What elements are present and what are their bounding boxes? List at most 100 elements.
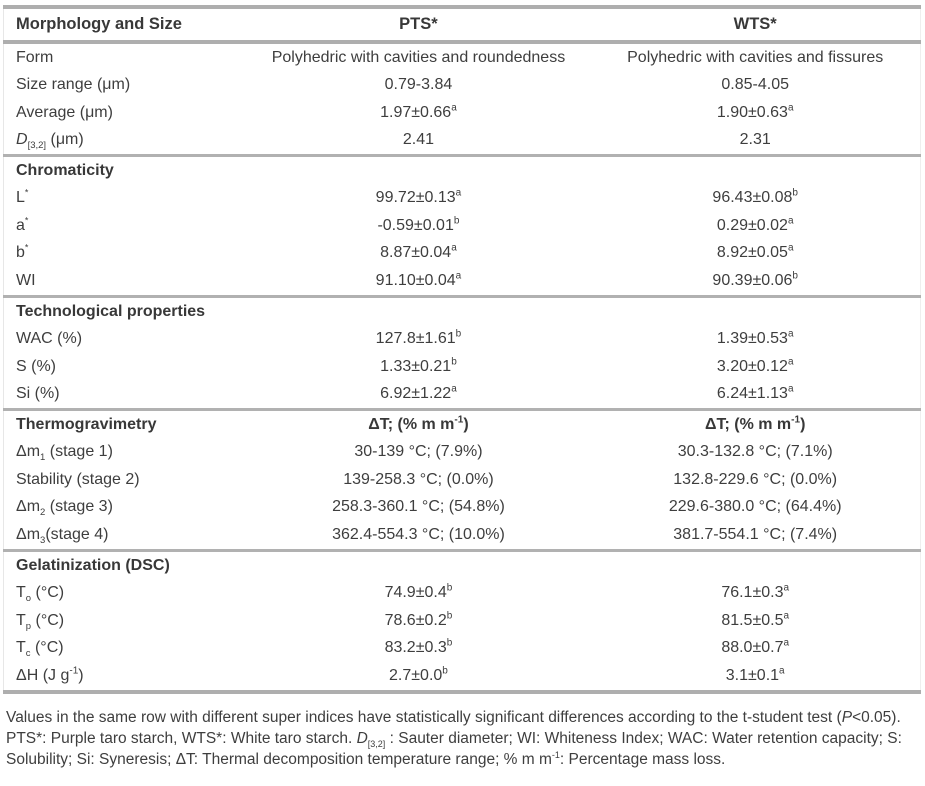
- wts-superscript: a: [783, 637, 790, 649]
- wts-value: 0.29±0.02: [716, 216, 788, 234]
- row-label: Δm: [16, 525, 41, 543]
- pts-superscript: b: [455, 328, 462, 340]
- table-row: WI 91.10±0.04a 90.39±0.06b: [4, 268, 921, 297]
- row-label: Δm: [16, 498, 41, 516]
- wts-value-cell: 1.39±0.53a: [590, 326, 920, 354]
- wts-superscript: b: [792, 270, 798, 282]
- wts-value: 1.90±0.63: [716, 103, 788, 121]
- pts-value-cell: 91.10±0.04a: [247, 268, 591, 297]
- row-label-subscript: 3: [40, 535, 46, 547]
- pts-value-cell: 1.97±0.66a: [247, 99, 591, 127]
- pts-value-cell: 362.4-554.3 °C; (10.0%): [247, 521, 591, 550]
- wts-value-cell: 96.43±0.08b: [590, 185, 920, 213]
- pts-value: 30-139 °C; (7.9%): [354, 443, 483, 461]
- pts-value: -0.59±0.01: [377, 216, 454, 234]
- row-label-subscript: 2: [40, 507, 46, 519]
- row-label: Form: [16, 48, 54, 66]
- row-label-suffix: (stage 3): [45, 498, 113, 516]
- pts-value-cell: 258.3-360.1 °C; (54.8%): [247, 494, 591, 522]
- pts-value-cell: 6.92±1.22a: [247, 381, 591, 410]
- pts-value: 8.87±0.04: [380, 244, 452, 262]
- table-row: ΔH (J g-1) 2.7±0.0b 3.1±0.1a: [3, 662, 921, 694]
- wts-superscript: a: [787, 328, 794, 340]
- row-label: b: [16, 244, 25, 262]
- pts-superscript: b: [451, 356, 457, 368]
- row-label-cell: L*: [4, 185, 247, 213]
- pts-value: 1.97±0.66: [380, 103, 452, 121]
- row-label: ΔH (J g: [16, 666, 70, 684]
- wts-superscript: a: [787, 383, 794, 395]
- wts-value: 6.24±1.13: [716, 385, 788, 403]
- wts-value-cell: 88.0±0.7a: [590, 635, 920, 663]
- row-label-superscript: *: [24, 188, 29, 199]
- wts-value-cell: Polyhedric with cavities and fissures: [590, 42, 920, 72]
- row-label-superscript: -1: [69, 665, 79, 677]
- pts-value-cell: 83.2±0.3b: [247, 635, 591, 663]
- table-row: S (%) 1.33±0.21b 3.20±0.12a: [4, 353, 921, 381]
- wts-value-cell: 8.92±0.05a: [590, 240, 920, 268]
- row-label: Stability (stage 2): [16, 470, 140, 488]
- wts-superscript: a: [779, 665, 785, 677]
- pts-value: 74.9±0.4: [384, 584, 447, 602]
- pts-value-cell: 0.79-3.84: [247, 72, 591, 100]
- row-label-suffix: (°C): [31, 611, 65, 629]
- row-label-suffix: (stage 4): [45, 525, 109, 543]
- wts-superscript: a: [787, 356, 794, 368]
- row-label: Δm: [16, 443, 41, 461]
- row-label-cell: WAC (%): [4, 326, 247, 354]
- pts-value-cell: 78.6±0.2b: [247, 607, 591, 635]
- starch-properties-table: Morphology and Size PTS* WTS* Form Polyh…: [3, 4, 921, 694]
- wts-value: 1.39±0.53: [716, 330, 788, 348]
- row-label: S (%): [16, 357, 56, 375]
- row-label: Size range (μm): [16, 76, 131, 94]
- section-header-row: Technological properties: [3, 295, 921, 326]
- section-title-gelatinization: Gelatinization (DSC): [3, 548, 247, 580]
- wts-value: 81.5±0.5: [721, 611, 784, 629]
- wts-value: 381.7-554.1 °C; (7.4%): [673, 525, 838, 543]
- table-row: Δm2 (stage 3) 258.3-360.1 °C; (54.8%) 22…: [4, 494, 921, 522]
- pts-value: 6.92±1.22: [380, 385, 452, 403]
- row-label-subscript: c: [25, 648, 31, 660]
- pts-value-cell: Polyhedric with cavities and roundedness: [247, 42, 591, 72]
- wts-value: 132.8-229.6 °C; (0.0%): [673, 470, 838, 488]
- row-label: T: [16, 611, 26, 629]
- row-label-suffix: (°C): [30, 639, 64, 657]
- footnote-text: : Percentage mass loss.: [559, 751, 726, 769]
- section-title-technological-properties: Technological properties: [3, 295, 247, 326]
- section-title-thermogravimetry: Thermogravimetry: [3, 408, 247, 439]
- wts-value-cell: 132.8-229.6 °C; (0.0%): [590, 466, 920, 494]
- wts-value-cell: 30.3-132.8 °C; (7.1%): [590, 439, 920, 467]
- wts-value: 2.31: [739, 131, 771, 149]
- table-row: L* 99.72±0.13a 96.43±0.08b: [4, 185, 921, 213]
- wts-value: 3.20±0.12: [716, 357, 788, 375]
- pts-value-cell: 2.41: [247, 127, 591, 156]
- thermo-pts-column-header: ΔT; (% m m-1): [246, 408, 591, 439]
- wts-value-cell: 6.24±1.13a: [590, 381, 920, 410]
- row-label: T: [16, 639, 26, 657]
- wts-superscript: b: [792, 188, 798, 200]
- wts-value-cell: 76.1±0.3a: [590, 580, 920, 608]
- pts-value: 2.7±0.0: [389, 666, 443, 684]
- pts-value: 83.2±0.3: [384, 639, 447, 657]
- row-label: Si (%): [16, 385, 60, 403]
- wts-superscript: a: [787, 215, 794, 227]
- row-label-cell: ΔH (J g-1): [3, 662, 247, 694]
- table-row: Tc (°C) 83.2±0.3b 88.0±0.7a: [4, 635, 921, 663]
- pts-value: Polyhedric with cavities and roundedness: [271, 48, 566, 66]
- pts-value: 362.4-554.3 °C; (10.0%): [332, 525, 505, 543]
- table-row: a* -0.59±0.01b 0.29±0.02a: [4, 212, 921, 240]
- table-row: Δm1 (stage 1) 30-139 °C; (7.9%) 30.3-132…: [4, 439, 921, 467]
- wts-value: 3.1±0.1: [725, 666, 780, 684]
- row-label-cell: a*: [4, 212, 247, 240]
- column-header-wts: WTS*: [590, 4, 921, 45]
- wts-superscript: a: [787, 243, 794, 255]
- wts-value-cell: 2.31: [590, 127, 920, 156]
- wts-value-cell: 0.29±0.02a: [590, 212, 920, 240]
- row-label-suffix: ): [78, 666, 84, 684]
- row-label-subscript: 1: [40, 452, 46, 464]
- section-header-row: Thermogravimetry ΔT; (% m m-1) ΔT; (% m …: [3, 408, 921, 439]
- wts-value-cell: 90.39±0.06b: [590, 268, 920, 297]
- wts-value: 0.85-4.05: [721, 76, 789, 94]
- row-label-cell: Stability (stage 2): [4, 466, 247, 494]
- pts-superscript: b: [442, 665, 448, 677]
